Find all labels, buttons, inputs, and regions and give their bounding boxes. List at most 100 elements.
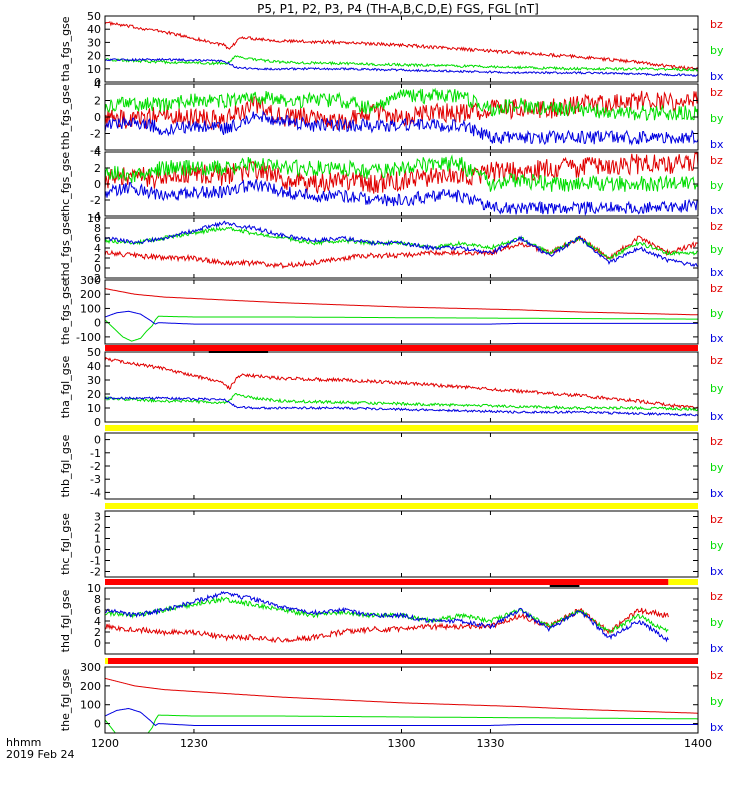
y-tick-label: -2 <box>90 272 101 285</box>
legend-bz: bz <box>710 590 723 603</box>
series-bz <box>105 677 698 714</box>
y-tick-label: 50 <box>87 346 101 359</box>
status-bar <box>105 503 698 509</box>
y-tick-label: -4 <box>90 486 101 499</box>
y-tick-label: 1 <box>94 533 101 546</box>
series-by <box>105 315 698 342</box>
series-bx <box>105 310 698 325</box>
panel-frame <box>104 510 699 578</box>
y-tick-label: 6 <box>94 604 101 617</box>
y-tick-label: 20 <box>87 388 101 401</box>
legend-bx: bx <box>710 565 724 578</box>
panel-thb_fgs_gse: -4 -2 0 2 4 thb_fgs_gse bz by bx <box>59 78 724 157</box>
y-tick-label: 2 <box>94 252 101 265</box>
y-tick-label: 0 <box>94 434 101 447</box>
x-tick-label: 1300 <box>388 737 416 750</box>
y-tick-label: 40 <box>87 360 101 373</box>
y-axis-label: tha_fgl_gse <box>59 356 72 419</box>
y-axis-label: thc_fgs_gse <box>59 152 72 217</box>
y-tick-label: 10 <box>87 212 101 225</box>
y-tick-label: 0 <box>94 718 101 731</box>
y-tick-label: 0 <box>94 637 101 650</box>
y-tick-label: 0 <box>94 178 101 191</box>
legend-bz: bz <box>710 18 723 31</box>
legend-bz: bz <box>710 435 723 448</box>
status-bar <box>105 425 698 431</box>
x-tick-label: 1400 <box>684 737 712 750</box>
y-tick-label: 300 <box>80 274 101 287</box>
y-tick-label: -3 <box>90 473 101 486</box>
y-tick-label: 10 <box>87 582 101 595</box>
legend-bx: bx <box>710 138 724 151</box>
series-bz <box>105 90 698 131</box>
series-bx <box>105 220 698 268</box>
legend-bx: bx <box>710 266 724 279</box>
legend-by: by <box>710 243 724 256</box>
panel-thb_fgl_gse: -4-3-2-10 thb_fgl_gse bz by bx <box>59 432 724 509</box>
legend-by: by <box>710 382 724 395</box>
y-tick-label: 0 <box>94 317 101 330</box>
panel-frame <box>104 15 699 83</box>
y-tick-label: 2 <box>94 626 101 639</box>
panel-frame <box>104 587 699 655</box>
legend-bz: bz <box>710 513 723 526</box>
series-bz <box>105 235 698 270</box>
y-axis-label: tha_fgs_gse <box>59 16 72 81</box>
x-tick-label: 1330 <box>476 737 504 750</box>
legend-bz: bz <box>710 220 723 233</box>
y-tick-label: -2 <box>90 566 101 579</box>
legend-by: by <box>710 307 724 320</box>
y-tick-label: 2 <box>94 522 101 535</box>
status-bar <box>108 658 698 664</box>
status-bar <box>105 579 669 585</box>
y-tick-label: 200 <box>80 680 101 693</box>
panel-frame <box>104 432 699 500</box>
y-tick-label: 3 <box>94 511 101 524</box>
panel-frame <box>104 351 699 423</box>
y-tick-label: 4 <box>94 615 101 628</box>
legend-by: by <box>710 695 724 708</box>
status-bar <box>105 345 698 351</box>
y-tick-label: 4 <box>94 242 101 255</box>
legend-bz: bz <box>710 86 723 99</box>
y-tick-label: 100 <box>80 699 101 712</box>
legend-by: by <box>710 461 724 474</box>
y-tick-label: -4 <box>90 144 101 157</box>
panel-frame <box>104 217 699 279</box>
series-bz <box>105 356 698 411</box>
y-tick-label: 4 <box>94 78 101 91</box>
panel-thc_fgs_gse: -4 -2 0 2 4 thc_fgs_gse bz by bx <box>59 146 724 223</box>
series-by <box>105 714 698 733</box>
y-tick-label: 8 <box>94 222 101 235</box>
y-axis-label: thb_fgs_gse <box>59 84 72 150</box>
x-tick-label: 1230 <box>180 737 208 750</box>
legend-bx: bx <box>710 642 724 655</box>
panel-frame <box>104 279 699 345</box>
y-axis-label: thb_fgl_gse <box>59 434 72 497</box>
panel-frame <box>104 666 699 734</box>
legend-by: by <box>710 616 724 629</box>
legend-bz: bz <box>710 669 723 682</box>
series-bx <box>105 396 698 417</box>
footer-date: 2019 Feb 24 <box>6 748 74 761</box>
legend-by: by <box>710 179 724 192</box>
legend-bx: bx <box>710 721 724 734</box>
y-tick-label: -2 <box>90 194 101 207</box>
y-tick-label: 30 <box>87 36 101 49</box>
y-tick-label: 2 <box>94 95 101 108</box>
status-mark <box>549 585 580 587</box>
legend-bx: bx <box>710 487 724 500</box>
panel-the_fgl_gse: 0 100 200 300 the_fgl_gse bz by bx <box>59 661 724 734</box>
y-tick-label: -1 <box>90 555 101 568</box>
y-tick-label: 8 <box>94 593 101 606</box>
legend-bz: bz <box>710 154 723 167</box>
legend-bx: bx <box>710 332 724 345</box>
legend-by: by <box>710 112 724 125</box>
y-tick-label: 30 <box>87 374 101 387</box>
